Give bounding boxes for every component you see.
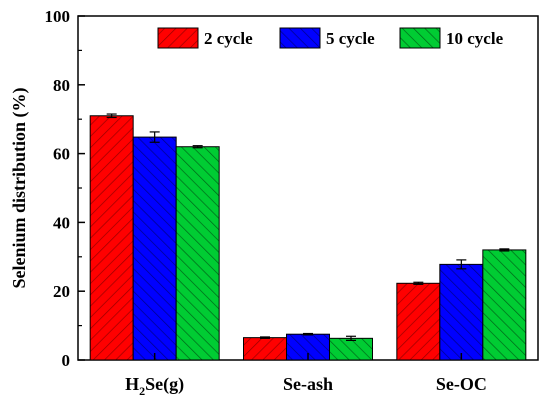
- legend-label: 2 cycle: [204, 29, 253, 48]
- bar-2-cycle-0: [90, 116, 133, 360]
- legend-swatch-10-cycle: [400, 28, 440, 48]
- y-tick-label: 100: [45, 7, 71, 26]
- y-tick-label: 40: [53, 213, 70, 232]
- y-tick-label: 80: [53, 76, 70, 95]
- x-tick-label: Se-ash: [283, 374, 333, 394]
- y-axis-title: Selenium distribution (%): [9, 87, 30, 288]
- y-tick-label: 20: [53, 282, 70, 301]
- legend-swatch-5-cycle: [280, 28, 320, 48]
- y-tick-label: 0: [62, 351, 71, 370]
- legend-label: 5 cycle: [326, 29, 375, 48]
- bar-5-cycle-0: [133, 137, 176, 360]
- bar-2-cycle-2: [397, 283, 440, 360]
- bar-10-cycle-2: [483, 250, 526, 360]
- legend-swatch-2-cycle: [158, 28, 198, 48]
- x-tick-label: H2Se(g): [125, 374, 184, 398]
- bar-10-cycle-0: [176, 147, 219, 360]
- bar-2-cycle-1: [244, 338, 287, 360]
- legend-label: 10 cycle: [446, 29, 504, 48]
- bar-5-cycle-2: [440, 264, 483, 360]
- y-tick-label: 60: [53, 145, 70, 164]
- plot-area: 0 20 40 60 80 100 H2Se(g) Se-ash Se-OC: [45, 7, 539, 398]
- bar-10-cycle-1: [330, 338, 373, 360]
- legend: 2 cycle 5 cycle 10 cycle: [158, 28, 504, 48]
- x-tick-label: Se-OC: [436, 374, 487, 394]
